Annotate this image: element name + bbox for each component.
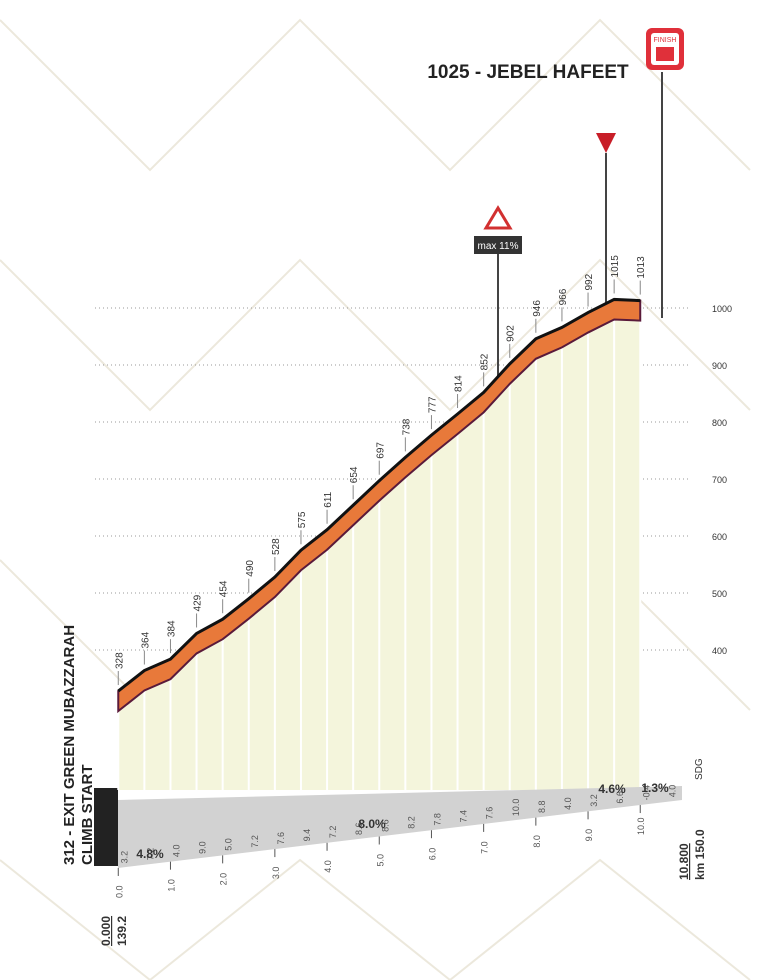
gradient-label: 5.0 — [224, 838, 234, 851]
altitude-label: 966 — [558, 288, 569, 305]
x-tick-label: 7.0 — [480, 841, 490, 854]
x-tick-label: 0.0 — [114, 885, 124, 898]
distance-start-total: 139.2 — [115, 916, 129, 946]
max-gradient-box — [474, 236, 522, 254]
x-tick-label: 2.0 — [219, 873, 229, 886]
distance-start: 0.000 — [99, 916, 113, 946]
max-gradient-label: max 11% — [478, 241, 519, 252]
x-tick-label: 9.0 — [584, 829, 594, 842]
gradient-label: 3.2 — [589, 794, 599, 807]
x-tick-label: 6.0 — [427, 848, 437, 861]
x-tick-label: 10.0 — [636, 818, 646, 836]
start-sublabel: CLIMB START — [79, 764, 96, 865]
gradient-label: 9.4 — [302, 829, 312, 842]
gradient-label: 9.0 — [198, 841, 208, 854]
altitude-label: 611 — [323, 491, 334, 507]
gradient-label: 7.4 — [459, 810, 469, 823]
flamme-rouge — [596, 133, 616, 153]
y-tick-label: 500 — [712, 589, 727, 599]
x-tick-label: 5.0 — [375, 854, 385, 867]
altitude-label: 1015 — [610, 255, 621, 278]
altitude-label: 575 — [297, 511, 308, 528]
altitude-label: 992 — [584, 273, 595, 290]
gradient-label: 8.6 — [380, 819, 390, 832]
gradient-label: 6.6 — [615, 791, 625, 804]
start-label: 312 - EXIT GREEN MUBAZZARAH — [61, 625, 78, 865]
average-gradient: 4.8% — [136, 847, 164, 861]
altitude-label: 814 — [454, 375, 465, 392]
gradient-label: 8.6 — [354, 823, 364, 836]
altitude-label: 654 — [349, 466, 360, 483]
altitude-label: 738 — [401, 418, 412, 435]
y-tick-label: 800 — [712, 418, 727, 428]
altitude-label: 328 — [114, 652, 125, 669]
gradient-label: 7.8 — [433, 813, 443, 826]
finish-icon-mark — [656, 47, 674, 61]
altitude-label: 429 — [193, 594, 204, 611]
finish-icon-text: FINISH — [654, 37, 677, 44]
y-tick-label: 600 — [712, 532, 727, 542]
y-tick-label: 400 — [712, 646, 727, 656]
end-mark: SDG — [694, 758, 705, 780]
gradient-label: 7.6 — [485, 807, 495, 820]
gradient-label: 10.0 — [511, 799, 521, 817]
profile-line — [117, 297, 641, 693]
y-tick-label: 900 — [712, 361, 727, 371]
max-gradient-icon — [483, 205, 513, 230]
y-tick-label: 700 — [712, 475, 727, 485]
altitude-label: 777 — [427, 396, 438, 413]
gradient-label: 4.0 — [667, 785, 677, 798]
altitude-label: 364 — [140, 631, 151, 648]
gradient-label: 4.0 — [172, 845, 182, 858]
finish-label: 1025 - JEBEL HAFEET — [427, 62, 629, 83]
gradient-label: 7.2 — [145, 848, 155, 861]
distance-end: 10.800 — [677, 843, 691, 880]
altitude-label: 852 — [480, 353, 491, 370]
altitude-label: 1013 — [636, 256, 647, 279]
altitude-label: 490 — [245, 560, 256, 577]
average-gradient: 8.0% — [358, 817, 386, 831]
gradient-label: 7.2 — [250, 835, 260, 848]
x-tick-label: 3.0 — [271, 867, 281, 880]
y-tick-label: 1000 — [712, 304, 732, 314]
gradient-label: 4.0 — [563, 797, 573, 810]
distance-band — [118, 786, 682, 868]
altitude-label: 454 — [219, 580, 230, 597]
gradient-label: 8.2 — [406, 816, 416, 829]
altitude-label: 902 — [506, 325, 517, 342]
gradient-label: 8.8 — [537, 800, 547, 813]
gradient-label: 7.2 — [328, 826, 338, 839]
gradient-label: 3.2 — [119, 851, 129, 864]
altitude-label: 528 — [271, 538, 282, 555]
average-gradient: 4.6% — [598, 782, 626, 796]
gradient-label: 7.6 — [276, 832, 286, 845]
x-tick-label: 1.0 — [166, 879, 176, 892]
x-tick-label: 4.0 — [323, 860, 333, 873]
altitude-label: 697 — [375, 442, 386, 459]
distance-end-total: km 150.0 — [693, 829, 707, 880]
average-gradient: 1.3% — [641, 781, 669, 795]
altitude-label: 946 — [532, 300, 543, 317]
start-block — [94, 788, 118, 866]
altitude-label: 384 — [166, 620, 177, 637]
gradient-label: -0.4 — [641, 785, 651, 801]
x-tick-label: 8.0 — [532, 835, 542, 848]
